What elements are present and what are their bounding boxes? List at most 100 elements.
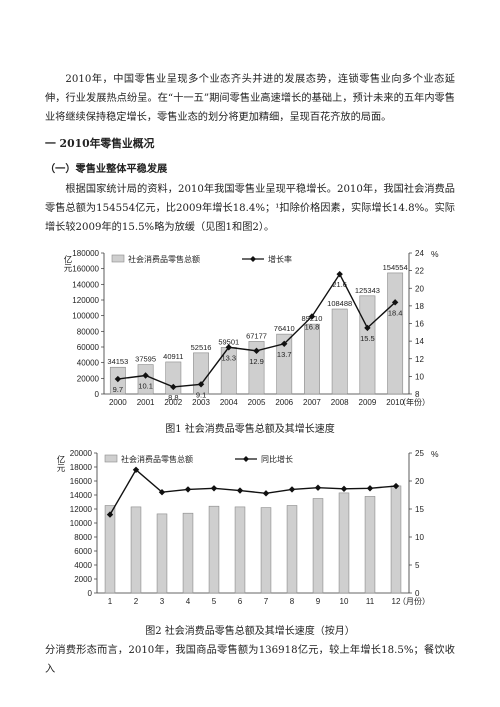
- y-tick-label-left: 20000: [77, 374, 100, 383]
- y-tick-label-left: 120000: [72, 296, 99, 305]
- growth-point: [184, 486, 192, 493]
- growth-point: [308, 313, 316, 320]
- section-heading: 一 2010年零售业概况: [45, 137, 155, 150]
- growth-value-label: 9.1: [196, 390, 206, 399]
- growth-value-label: 10.1: [138, 381, 153, 390]
- x-tick-label: 2002: [164, 398, 182, 407]
- y-tick-label-left: 12000: [70, 505, 93, 514]
- growth-point: [366, 485, 374, 492]
- growth-value-label: 18.4: [388, 308, 403, 317]
- bar: [390, 485, 402, 594]
- bar: [338, 492, 350, 594]
- bar-value-label: 108488: [327, 299, 352, 308]
- x-tick-label: 11: [366, 597, 375, 606]
- y-tick-label-right: 12: [415, 355, 424, 364]
- x-tick-label: 2010: [386, 398, 404, 407]
- growth-point: [236, 487, 244, 494]
- x-axis-unit: （年份）: [398, 397, 430, 407]
- y-tick-label-right: 25: [415, 449, 424, 458]
- growth-point: [336, 270, 343, 278]
- bar: [182, 512, 194, 594]
- growth-value-label: 8.8: [168, 393, 178, 402]
- growth-value-label: 21.6: [332, 280, 347, 289]
- y-axis-unit-left: 亿元: [56, 454, 66, 473]
- legend-bar-swatch: [104, 454, 118, 463]
- y-axis-unit-left: 亿元: [63, 254, 73, 272]
- growth-value-label: 13.7: [277, 350, 292, 359]
- x-tick-label: 4: [186, 597, 191, 606]
- bar: [130, 506, 142, 594]
- growth-point: [225, 344, 232, 351]
- y-tick-label-left: 0: [88, 589, 93, 598]
- y-tick-label-right: 20: [415, 477, 424, 486]
- x-tick-label: 2008: [331, 398, 349, 407]
- growth-point: [391, 299, 399, 306]
- growth-value-label: 9.7: [113, 385, 123, 394]
- subsection-heading: （一）零售业整体平稳发展: [45, 163, 168, 175]
- growth-point: [114, 375, 122, 383]
- growth-point: [132, 466, 140, 473]
- x-tick-label: 2000: [109, 398, 127, 407]
- growth-point: [262, 490, 270, 497]
- bar-value-label: 34153: [107, 357, 128, 366]
- bar: [276, 333, 293, 395]
- y-tick-label-left: 40000: [77, 359, 100, 368]
- growth-line: [109, 468, 397, 515]
- growth-value-label: 15.5: [360, 334, 375, 343]
- x-tick-label: 2005: [248, 398, 266, 407]
- legend-line-marker: [250, 256, 256, 262]
- bar: [387, 272, 404, 395]
- y-tick-label-left: 8000: [74, 533, 92, 542]
- bar: [331, 308, 348, 395]
- growth-point: [314, 484, 322, 491]
- growth-point: [210, 485, 218, 492]
- y-tick-label-right: 0: [415, 589, 420, 598]
- x-tick-label: 2: [134, 597, 139, 606]
- x-tick-label: 2006: [275, 398, 293, 407]
- y-tick-label-left: 100000: [72, 312, 99, 321]
- legend-line-label: 增长率: [268, 254, 292, 264]
- legend-bar-label: 社会消费品零售总额: [121, 454, 193, 464]
- y-tick-label-right: 15: [415, 505, 424, 514]
- y-tick-label-left: 2000: [74, 575, 92, 584]
- y-tick-label-right: 5: [415, 561, 420, 570]
- x-tick-label: 8: [290, 597, 295, 606]
- growth-point: [170, 383, 177, 391]
- intro-paragraph: 2010年，中国零售业呈现多个业态齐头并进的发展态势，连锁零售业向多个业态延伸，…: [45, 74, 455, 123]
- bar: [234, 506, 246, 594]
- x-tick-label: 7: [264, 597, 269, 606]
- y-tick-label-left: 20000: [70, 449, 93, 458]
- bar-value-label: 76410: [274, 324, 295, 333]
- legend-line-label: 同比增长: [261, 454, 293, 464]
- bar: [193, 352, 209, 395]
- y-tick-label-left: 6000: [74, 547, 92, 556]
- y-tick-label-right: 10: [415, 372, 424, 381]
- x-tick-label: 10: [340, 597, 349, 606]
- legend-bar-label: 社会消费品零售总额: [128, 254, 200, 264]
- x-tick-label: 2001: [137, 398, 155, 407]
- y-axis-unit-right: %: [431, 449, 439, 459]
- bar-value-label: 52516: [191, 343, 212, 352]
- y-tick-label-left: 14000: [70, 491, 93, 500]
- y-tick-label-right: 22: [415, 267, 424, 276]
- bar-value-label: 154554: [383, 263, 408, 272]
- figure-2-caption: 图2 社会消费品零售总额及其增长速度（按月）: [145, 626, 355, 637]
- y-tick-label-left: 18000: [70, 463, 93, 472]
- y-tick-label-left: 60000: [77, 343, 100, 352]
- bar-value-label: 125343: [355, 286, 380, 295]
- y-tick-label-left: 80000: [77, 327, 100, 336]
- bar: [260, 507, 272, 594]
- growth-point: [364, 324, 371, 332]
- bar-value-label: 40911: [163, 352, 183, 361]
- bar: [364, 496, 376, 594]
- body-paragraph: 根据国家统计局的资料，2010年我国零售业呈现平稳增长。2010年，我国社会消费…: [45, 184, 455, 233]
- y-tick-label-right: 18: [415, 302, 424, 311]
- y-tick-label-left: 160000: [72, 265, 99, 274]
- growth-value-label: 16.8: [305, 322, 320, 331]
- x-tick-label: 2004: [220, 398, 238, 407]
- y-tick-label-right: 10: [415, 533, 424, 542]
- bar: [104, 505, 116, 594]
- growth-point: [288, 486, 296, 493]
- bar-value-label: 37595: [135, 355, 156, 364]
- x-tick-label: 2007: [303, 398, 321, 407]
